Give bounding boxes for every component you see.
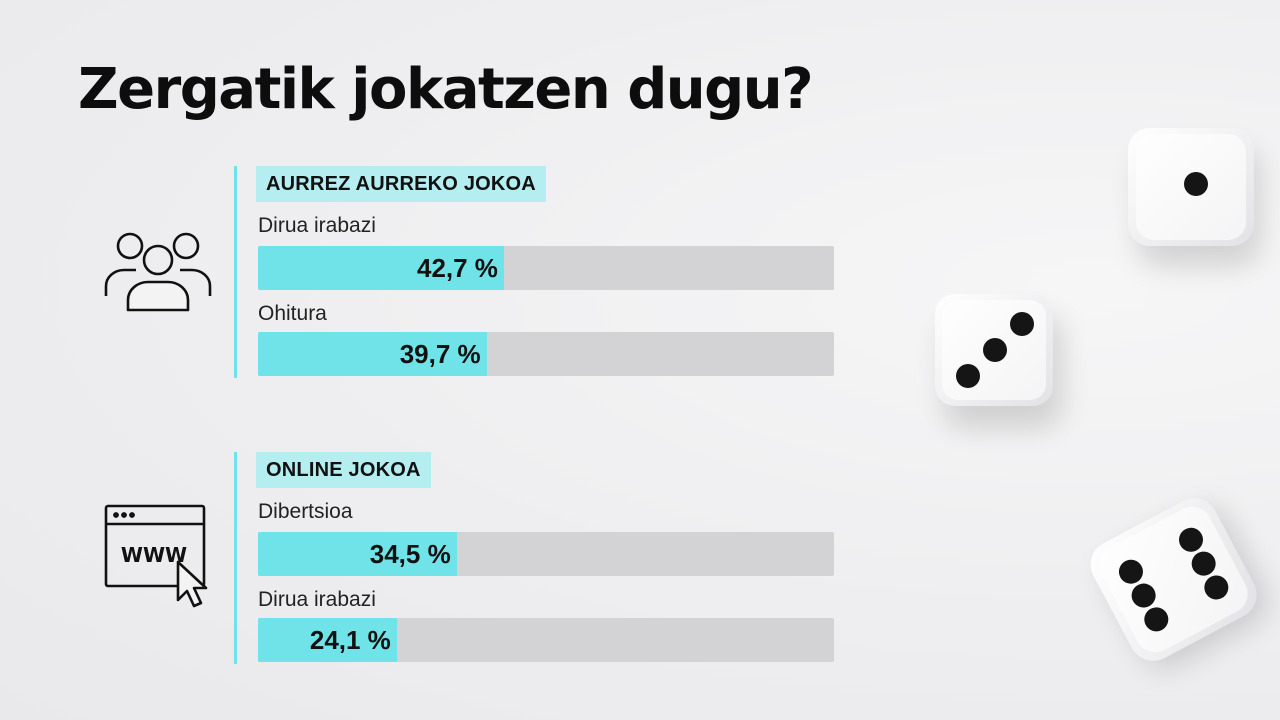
bar-label: Dirua irabazi bbox=[258, 214, 376, 237]
die-one-icon bbox=[1128, 128, 1260, 266]
section-accent-line bbox=[234, 452, 237, 664]
bar-value: 39,7 % bbox=[399, 339, 481, 369]
section-online: ONLINE JOKOA Dibertsioa 34,5 % Dirua ira… bbox=[234, 452, 844, 664]
bar-label: Dibertsioa bbox=[258, 500, 353, 523]
bar-value: 34,5 % bbox=[369, 539, 451, 569]
bar-value: 42,7 % bbox=[416, 253, 498, 283]
section-tag: ONLINE JOKOA bbox=[256, 452, 431, 488]
svg-text:WWW: WWW bbox=[121, 543, 187, 567]
die-three-icon bbox=[935, 294, 1062, 428]
bar-label: Dirua irabazi bbox=[258, 588, 376, 611]
die-six-icon bbox=[1090, 498, 1269, 669]
www-browser-cursor-icon: WWW bbox=[104, 504, 218, 617]
section-accent-line bbox=[234, 166, 237, 378]
bar-track: 42,7 % bbox=[258, 246, 834, 290]
bar-track: 34,5 % bbox=[258, 532, 834, 576]
bar-fill bbox=[258, 618, 397, 662]
bar-fill bbox=[258, 332, 487, 376]
bar-fill bbox=[258, 246, 504, 290]
section-tag: AURREZ AURREKO JOKOA bbox=[256, 166, 546, 202]
bar-value: 24,1 % bbox=[309, 625, 391, 655]
page-title: Zergatik jokatzen dugu? bbox=[78, 57, 814, 122]
section-in-person: AURREZ AURREKO JOKOA Dirua irabazi 42,7 … bbox=[234, 166, 844, 378]
people-group-icon bbox=[100, 228, 216, 317]
bar-track: 39,7 % bbox=[258, 332, 834, 376]
bar-fill bbox=[258, 532, 457, 576]
bar-label: Ohitura bbox=[258, 302, 327, 325]
bar-track: 24,1 % bbox=[258, 618, 834, 662]
